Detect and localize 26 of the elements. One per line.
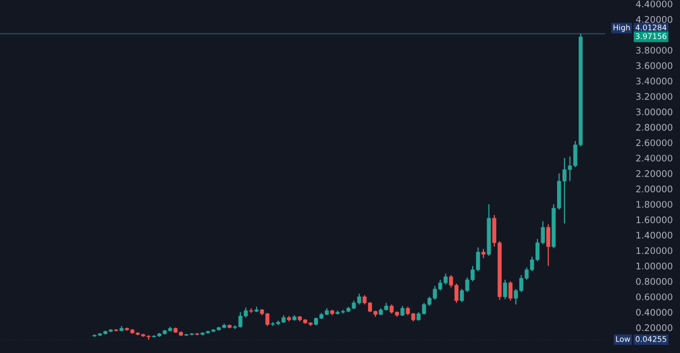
y-tick-label: 3.00000 (636, 108, 672, 116)
y-tick-label: 2.40000 (636, 154, 672, 162)
candlestick (481, 248, 486, 259)
y-tick-label: 3.60000 (636, 62, 672, 70)
y-tick-label: 4.40000 (636, 0, 672, 8)
y-tick-label: 1.60000 (636, 216, 672, 224)
y-tick-label: 3.40000 (636, 78, 672, 84)
candlestick (503, 279, 508, 300)
candlestick (546, 224, 550, 266)
y-tick-label: 2.20000 (636, 170, 672, 177)
y-tick-label: 0.60000 (636, 293, 672, 300)
y-tick-label: 0.20000 (636, 324, 672, 332)
y-tick-label: 1.80000 (636, 200, 672, 208)
candlestick (400, 305, 404, 317)
y-tick-label: 3.80000 (636, 46, 672, 54)
y-tick-label: 1.00000 (636, 262, 672, 270)
y-tick-label: 2.80000 (636, 124, 672, 131)
y-tick-label: 1.20000 (636, 247, 672, 254)
y-tick-label: 0.40000 (636, 308, 672, 316)
y-tick-label: 2.00000 (636, 186, 672, 192)
y-tick-label: 4.20000 (636, 16, 672, 23)
y-tick-label: 2.60000 (636, 139, 672, 146)
y-tick-label: 1.40000 (636, 232, 672, 239)
y-tick-label: 0.80000 (636, 278, 672, 285)
y-tick-label: 3.20000 (636, 93, 672, 100)
candlestick (508, 280, 512, 302)
